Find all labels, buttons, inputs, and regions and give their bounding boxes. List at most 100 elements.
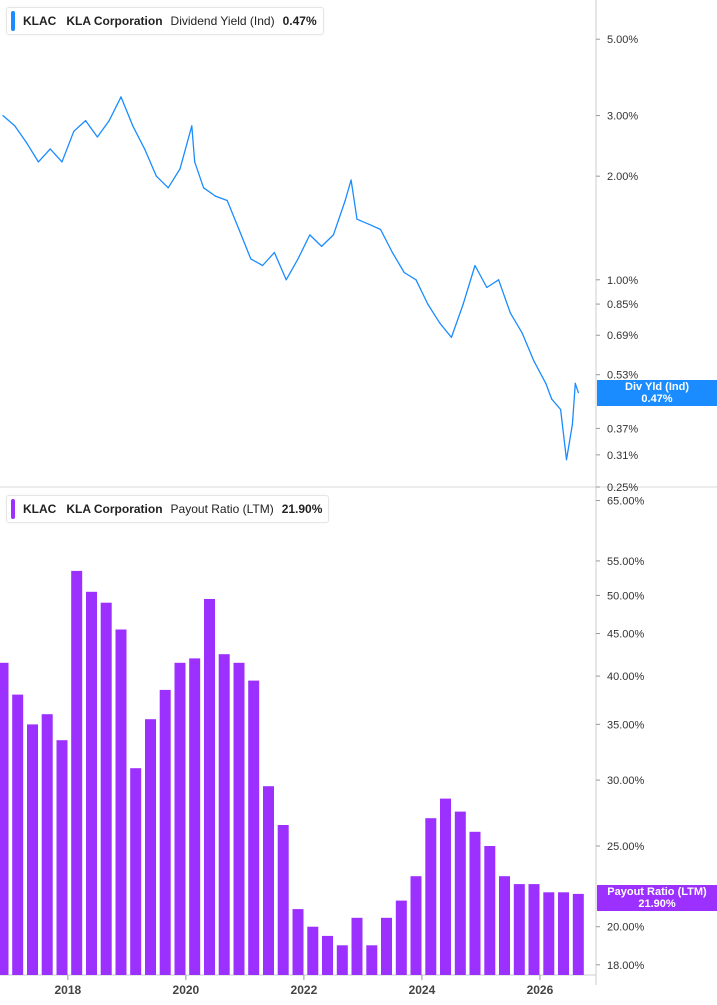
bar bbox=[395, 900, 407, 975]
data-point bbox=[559, 408, 562, 411]
y-tick-label: 0.53% bbox=[607, 370, 638, 382]
legend-company: KLA Corporation bbox=[66, 502, 163, 516]
data-point bbox=[350, 179, 352, 181]
data-point bbox=[194, 161, 196, 163]
data-point bbox=[565, 459, 568, 461]
legend-value: 21.90% bbox=[281, 502, 323, 516]
data-point bbox=[108, 120, 110, 122]
data-point bbox=[167, 187, 169, 189]
bar bbox=[322, 935, 333, 975]
bar bbox=[56, 740, 68, 975]
x-tick-label: 2024 bbox=[409, 983, 436, 997]
tag-label: Div Yld (Ind) bbox=[625, 381, 689, 393]
data-point bbox=[332, 234, 335, 236]
legend-dividend-yield: KLAC KLA Corporation Dividend Yield (Ind… bbox=[6, 7, 324, 35]
data-point bbox=[238, 228, 240, 231]
data-point bbox=[191, 125, 193, 127]
x-tick-label: 2022 bbox=[291, 983, 318, 997]
data-point bbox=[84, 120, 87, 122]
bar bbox=[499, 876, 510, 975]
y-tick-label: 55.00% bbox=[607, 556, 645, 568]
bar bbox=[513, 884, 525, 975]
data-point bbox=[368, 223, 370, 225]
y-tick-label: 2.00% bbox=[607, 171, 638, 183]
data-point bbox=[486, 286, 488, 289]
legend-value: 0.47% bbox=[282, 14, 317, 28]
bar bbox=[543, 892, 555, 975]
y-tick-label: 0.85% bbox=[607, 299, 638, 311]
tag-value: 21.90% bbox=[638, 898, 676, 910]
bar bbox=[130, 768, 142, 975]
y-tick-label: 40.00% bbox=[607, 671, 645, 683]
bar bbox=[204, 599, 215, 975]
bar bbox=[115, 629, 127, 975]
legend-ticker: KLAC bbox=[23, 502, 57, 516]
data-point bbox=[545, 382, 547, 384]
last-value-tag-yield: Div Yld (Ind) 0.47% bbox=[597, 380, 717, 406]
bar bbox=[454, 811, 466, 975]
y-tick-label: 18.00% bbox=[607, 960, 645, 972]
bar bbox=[292, 909, 304, 975]
bar bbox=[440, 798, 451, 975]
bar bbox=[71, 570, 83, 975]
y-tick-label: 0.69% bbox=[607, 330, 638, 342]
data-point bbox=[571, 423, 573, 426]
bar bbox=[307, 926, 319, 975]
bar bbox=[41, 714, 53, 975]
x-tick-label: 2018 bbox=[55, 983, 82, 997]
data-point bbox=[120, 96, 122, 98]
data-point bbox=[462, 303, 464, 305]
data-point bbox=[73, 130, 75, 132]
x-tick-label: 2026 bbox=[527, 983, 554, 997]
y-tick-label: 0.25% bbox=[607, 482, 638, 494]
data-point bbox=[450, 336, 453, 339]
data-point bbox=[61, 161, 63, 163]
y-tick-label: 5.00% bbox=[607, 34, 638, 46]
y-tick-label: 45.00% bbox=[607, 628, 645, 640]
legend-metric: Payout Ratio (LTM) bbox=[170, 502, 274, 516]
bar bbox=[277, 825, 289, 975]
y-tick-label: 0.37% bbox=[607, 423, 638, 435]
tag-value: 0.47% bbox=[641, 393, 673, 405]
data-point bbox=[273, 251, 275, 254]
tag-label: Payout Ratio (LTM) bbox=[607, 886, 707, 898]
series-line-dividend-yield bbox=[2, 96, 579, 461]
bar bbox=[381, 917, 392, 975]
data-point bbox=[415, 279, 417, 281]
bar bbox=[410, 876, 422, 975]
bar bbox=[145, 719, 156, 975]
data-point bbox=[439, 322, 441, 324]
data-point bbox=[202, 187, 205, 189]
bar bbox=[336, 945, 348, 975]
data-point bbox=[577, 392, 579, 394]
y-tick-label: 3.00% bbox=[607, 111, 638, 123]
y-tick-label: 65.00% bbox=[607, 496, 645, 508]
bar bbox=[86, 591, 97, 975]
data-point bbox=[96, 136, 98, 138]
data-point bbox=[226, 199, 228, 202]
legend-company: KLA Corporation bbox=[66, 14, 163, 28]
y-tick-label: 30.00% bbox=[607, 775, 645, 787]
bar bbox=[248, 680, 260, 975]
y-tick-label: 1.00% bbox=[607, 275, 638, 287]
data-point bbox=[356, 218, 358, 220]
series-color-swatch bbox=[11, 11, 15, 31]
y-tick-label: 0.31% bbox=[607, 450, 638, 462]
data-point bbox=[155, 175, 157, 177]
bar bbox=[189, 658, 201, 975]
data-point bbox=[25, 142, 28, 144]
bar bbox=[351, 917, 363, 975]
data-point bbox=[214, 195, 216, 197]
y-tick-label: 25.00% bbox=[607, 841, 645, 853]
bar bbox=[366, 945, 378, 975]
data-point bbox=[132, 125, 134, 127]
data-point bbox=[498, 279, 500, 281]
data-point bbox=[474, 264, 476, 267]
bar bbox=[218, 654, 230, 975]
data-point bbox=[285, 279, 287, 281]
data-point bbox=[297, 258, 299, 260]
data-point bbox=[143, 148, 146, 150]
data-point bbox=[403, 271, 405, 274]
bar bbox=[558, 892, 569, 975]
data-point bbox=[551, 398, 553, 400]
